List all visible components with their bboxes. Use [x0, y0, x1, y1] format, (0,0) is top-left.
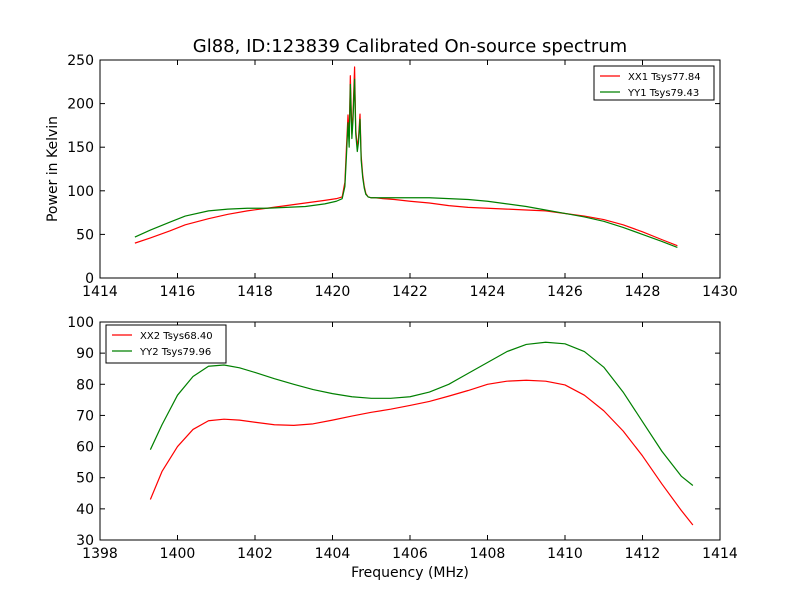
y-tick-label: 0	[85, 271, 94, 287]
x-tick-label: 1402	[237, 546, 273, 562]
legend-entry: XX1 Tsys77.84	[628, 72, 701, 83]
legend: XX1 Tsys77.84 YY1 Tsys79.43	[593, 65, 715, 101]
series-line-xx2	[149, 379, 694, 526]
series-line-yy2	[149, 341, 694, 486]
x-tick-label: 1414	[702, 546, 738, 562]
x-tick-label: 1398	[82, 546, 118, 562]
x-tick-label: 1410	[547, 546, 583, 562]
chart-title: Gl88, ID:123839 Calibrated On-source spe…	[193, 36, 627, 57]
y-tick-label: 50	[76, 227, 94, 243]
x-tick-label: 1430	[702, 284, 738, 300]
x-tick-label: 1412	[625, 546, 661, 562]
y-tick-label: 100	[67, 315, 94, 331]
x-tick-label: 1416	[160, 284, 196, 300]
y-tick-label: 70	[76, 408, 94, 424]
y-tick-label: 80	[76, 377, 94, 393]
legend-entry: YY1 Tsys79.43	[627, 88, 699, 99]
y-tick-label: 30	[76, 533, 94, 549]
legend: XX2 Tsys68.40 YY2 Tsys79.96	[105, 324, 227, 364]
y-tick-label: 40	[76, 502, 94, 518]
y-axis-label: Power in Kelvin	[45, 116, 61, 222]
chart-panel-2: 1398 1400 1402 1404 1406 1408 1410 1412 1414 30 40…	[67, 315, 738, 581]
x-tick-label: 1420	[315, 284, 351, 300]
x-tick-label: 1418	[237, 284, 273, 300]
x-tick-label: 1424	[470, 284, 506, 300]
y-tick-label: 90	[76, 346, 94, 362]
legend-entry: YY2 Tsys79.96	[139, 347, 211, 358]
x-tick-label: 1426	[547, 284, 583, 300]
legend-box	[593, 65, 715, 101]
x-tick-label: 1422	[392, 284, 428, 300]
x-tick-label: 1428	[625, 284, 661, 300]
x-tick-label: 1400	[160, 546, 196, 562]
y-tick-label: 150	[67, 140, 94, 156]
y-tick-label: 60	[76, 440, 94, 456]
y-tick-label: 50	[76, 471, 94, 487]
x-axis-label: Frequency (MHz)	[351, 565, 469, 581]
series-line-yy1	[134, 78, 678, 249]
x-tick-label: 1408	[470, 546, 506, 562]
legend-entry: XX2 Tsys68.40	[140, 331, 213, 342]
legend-box	[105, 324, 227, 364]
x-tick-label: 1414	[82, 284, 118, 300]
y-tick-label: 250	[67, 53, 94, 69]
x-tick-label: 1406	[392, 546, 428, 562]
x-tick-label: 1404	[315, 546, 351, 562]
chart-panel-1: Gl88, ID:123839 Calibrated On-source spe…	[45, 36, 738, 300]
series-line-xx1	[134, 66, 678, 247]
y-tick-label: 100	[67, 184, 94, 200]
y-tick-label: 200	[67, 97, 94, 113]
